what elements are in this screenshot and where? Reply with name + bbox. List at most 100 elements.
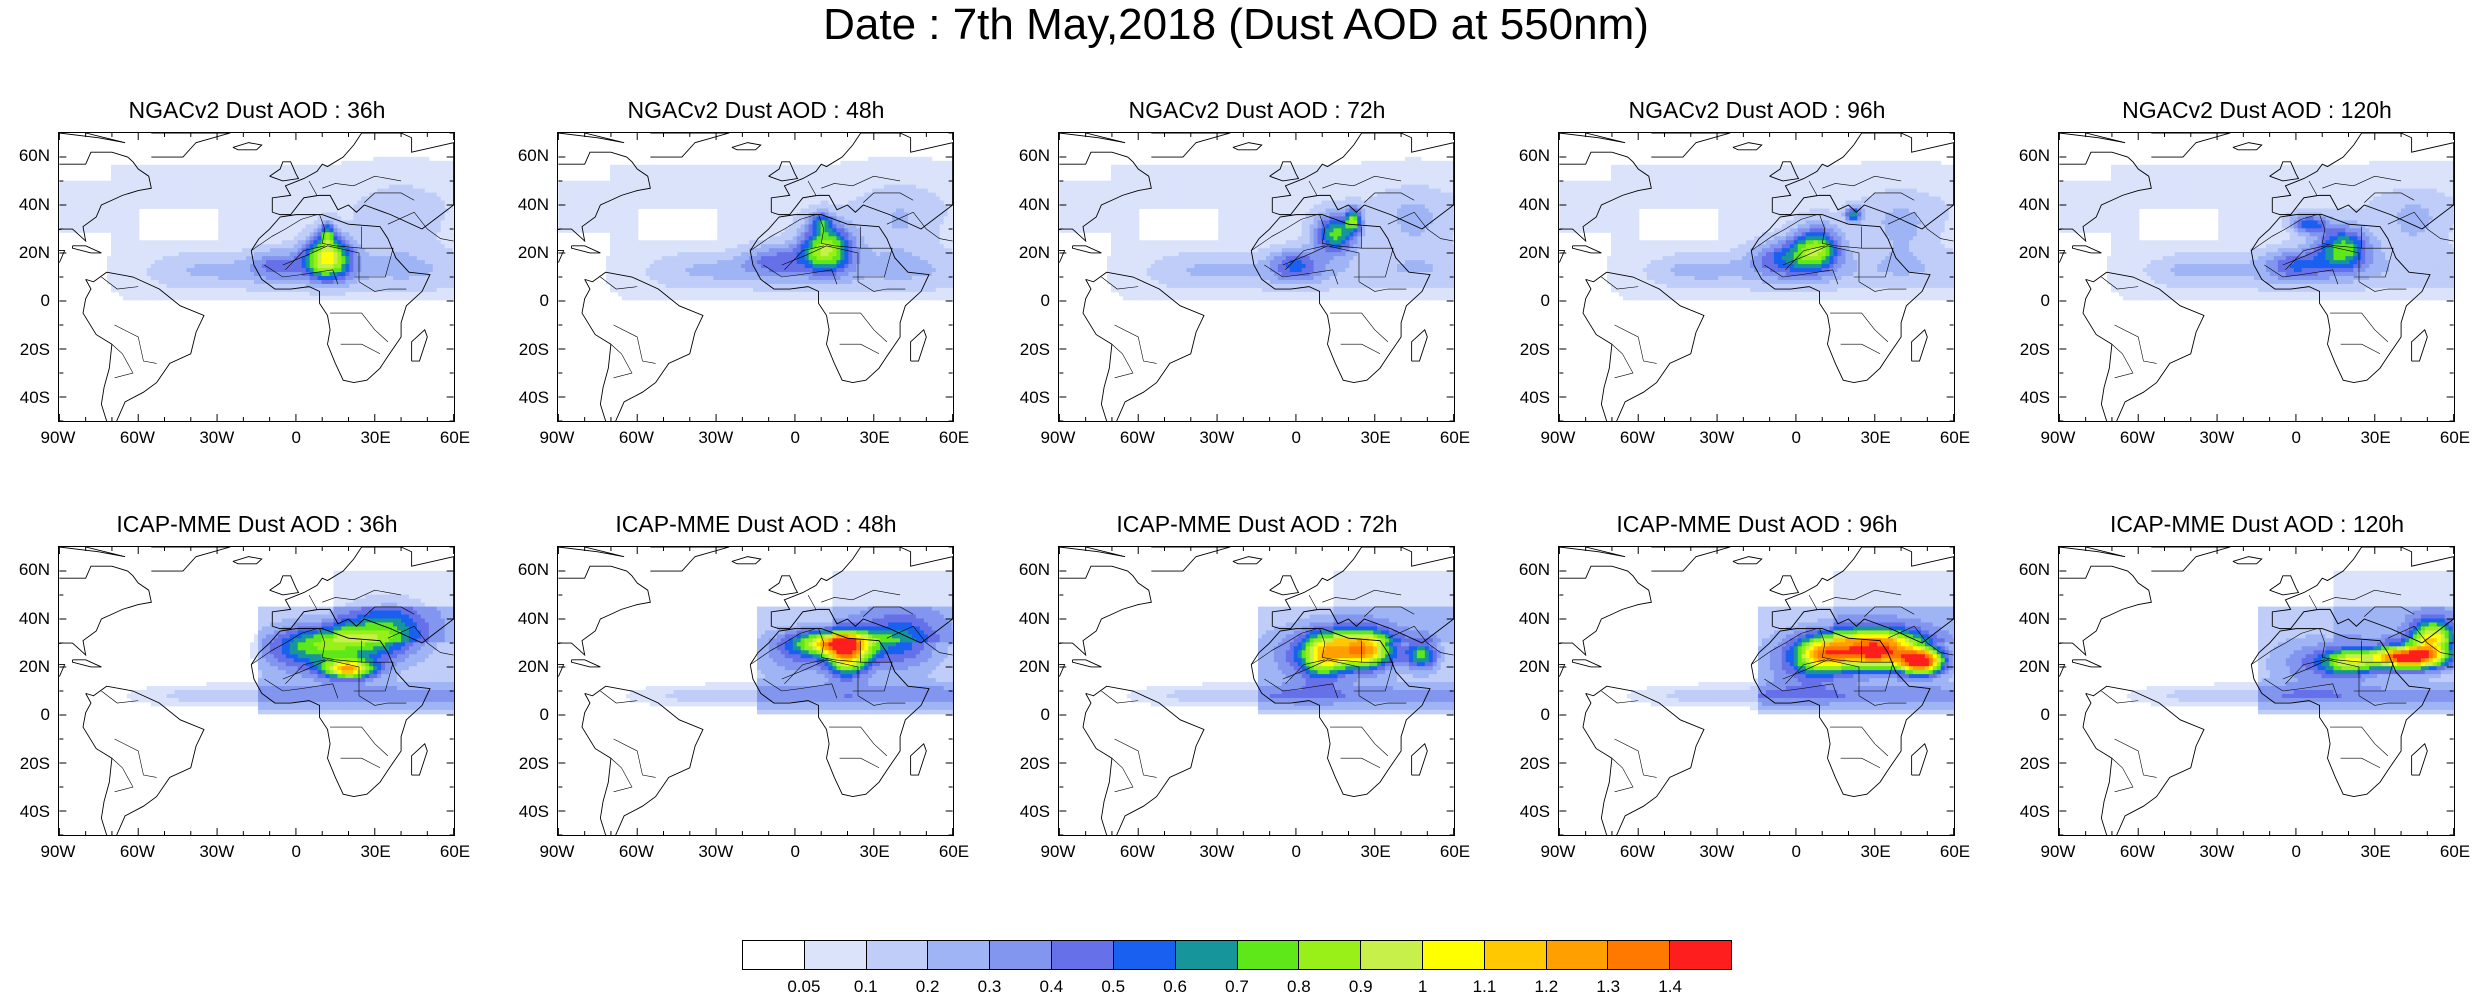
colorbar-tick-label: 1.2	[1521, 977, 1571, 997]
lat-tick-label: 60N	[1006, 146, 1050, 166]
map-panel	[1058, 132, 1455, 422]
coastline	[2412, 330, 2428, 361]
country-border	[2115, 325, 2157, 363]
lon-tick-label: 30E	[346, 428, 406, 448]
colorbar-tick-label: 0.3	[965, 977, 1015, 997]
lat-tick-label: 20S	[6, 754, 50, 774]
panel-title: NGACv2 Dust AOD : 120h	[2057, 96, 2457, 124]
coastline	[2233, 143, 2262, 150]
country-border	[1612, 758, 1633, 792]
figure-title: Date : 7th May,2018 (Dust AOD at 550nm)	[0, 0, 2472, 50]
lon-tick-label: 30E	[2346, 428, 2406, 448]
coastline	[1059, 547, 1125, 557]
coastline	[1733, 143, 1762, 150]
country-border	[1341, 344, 1380, 354]
lon-tick-label: 60W	[107, 428, 167, 448]
coastline	[1572, 660, 1601, 667]
lat-tick-label: 40S	[1506, 388, 1550, 408]
country-border	[2330, 313, 2388, 342]
lat-tick-label: 40S	[2006, 802, 2050, 822]
aod-field-map	[1059, 547, 1454, 835]
aod-field-map	[1559, 547, 1954, 835]
lat-tick-label: 20N	[2006, 243, 2050, 263]
country-border	[112, 758, 133, 792]
lat-tick-label: 60N	[2006, 146, 2050, 166]
country-border	[840, 758, 879, 768]
lat-tick-label: 20N	[2006, 657, 2050, 677]
lon-tick-label: 60W	[107, 842, 167, 862]
colorbar-tick-label: 0.1	[841, 977, 891, 997]
colorbar-swatch	[990, 941, 1052, 969]
country-border	[614, 739, 656, 777]
colorbar-swatch	[1670, 941, 1731, 969]
colorbar-tick-label: 0.4	[1026, 977, 1076, 997]
aod-fill	[2059, 161, 2454, 301]
lat-tick-label: 40N	[505, 195, 549, 215]
country-border	[330, 313, 388, 342]
coastline	[558, 547, 624, 557]
lat-tick-label: 20N	[1506, 657, 1550, 677]
lat-tick-label: 60N	[6, 560, 50, 580]
lat-tick-label: 40S	[1006, 802, 1050, 822]
coastline	[2059, 133, 2125, 143]
colorbar-swatch	[1299, 941, 1361, 969]
lat-tick-label: 40N	[1006, 609, 1050, 629]
coastline	[1583, 686, 1704, 835]
coastline	[412, 744, 428, 775]
country-border	[1330, 313, 1388, 342]
lat-tick-label: 0	[505, 291, 549, 311]
lat-tick-label: 40N	[505, 609, 549, 629]
lon-tick-label: 60W	[1107, 428, 1167, 448]
country-border	[1112, 344, 1133, 378]
lon-tick-label: 30W	[1187, 428, 1247, 448]
panel-title: ICAP-MME Dust AOD : 48h	[556, 510, 956, 538]
lon-tick-label: 0	[2266, 842, 2326, 862]
lat-tick-label: 40N	[1006, 195, 1050, 215]
lon-tick-label: 60W	[606, 428, 666, 448]
aod-field-map	[1559, 133, 1954, 421]
aod-field-map	[1059, 133, 1454, 421]
lat-tick-label: 20S	[6, 340, 50, 360]
country-border	[115, 325, 157, 363]
map-panel	[2058, 132, 2455, 422]
lon-tick-label: 0	[765, 842, 825, 862]
coastline	[83, 686, 204, 835]
coastline	[1559, 547, 1625, 557]
coastline	[1233, 557, 1262, 564]
lat-tick-label: 60N	[6, 146, 50, 166]
coastline	[571, 246, 600, 253]
lat-tick-label: 60N	[2006, 560, 2050, 580]
colorbar-tick-label: 1	[1398, 977, 1448, 997]
aod-field-map	[558, 547, 953, 835]
lat-tick-label: 40S	[505, 802, 549, 822]
lon-tick-label: 60W	[2107, 842, 2167, 862]
lon-tick-label: 0	[1766, 842, 1826, 862]
country-border	[611, 344, 632, 378]
colorbar-tick-label: 0.6	[1150, 977, 1200, 997]
lon-tick-label: 0	[266, 842, 326, 862]
lat-tick-label: 60N	[505, 560, 549, 580]
country-border	[1615, 325, 1657, 363]
country-border	[341, 758, 380, 768]
aod-fill	[1059, 157, 1454, 301]
lon-tick-label: 60W	[2107, 428, 2167, 448]
country-border	[2341, 344, 2380, 354]
lon-tick-label: 30W	[686, 428, 746, 448]
lon-tick-label: 0	[2266, 428, 2326, 448]
colorbar-swatch	[1485, 941, 1547, 969]
lat-tick-label: 40S	[1006, 388, 1050, 408]
lat-tick-label: 20S	[2006, 340, 2050, 360]
country-border	[1341, 758, 1380, 768]
lat-tick-label: 20S	[505, 754, 549, 774]
lat-tick-label: 60N	[1006, 560, 1050, 580]
lon-tick-label: 90W	[2028, 428, 2088, 448]
aod-field-map	[2059, 133, 2454, 421]
lon-tick-label: 60W	[1607, 842, 1667, 862]
lon-tick-label: 30E	[845, 842, 905, 862]
lon-tick-label: 60E	[425, 842, 485, 862]
colorbar-swatch	[1176, 941, 1238, 969]
country-border	[330, 727, 388, 756]
lon-tick-label: 30W	[1687, 428, 1747, 448]
lon-tick-label: 0	[266, 428, 326, 448]
colorbar-swatch	[1423, 941, 1485, 969]
